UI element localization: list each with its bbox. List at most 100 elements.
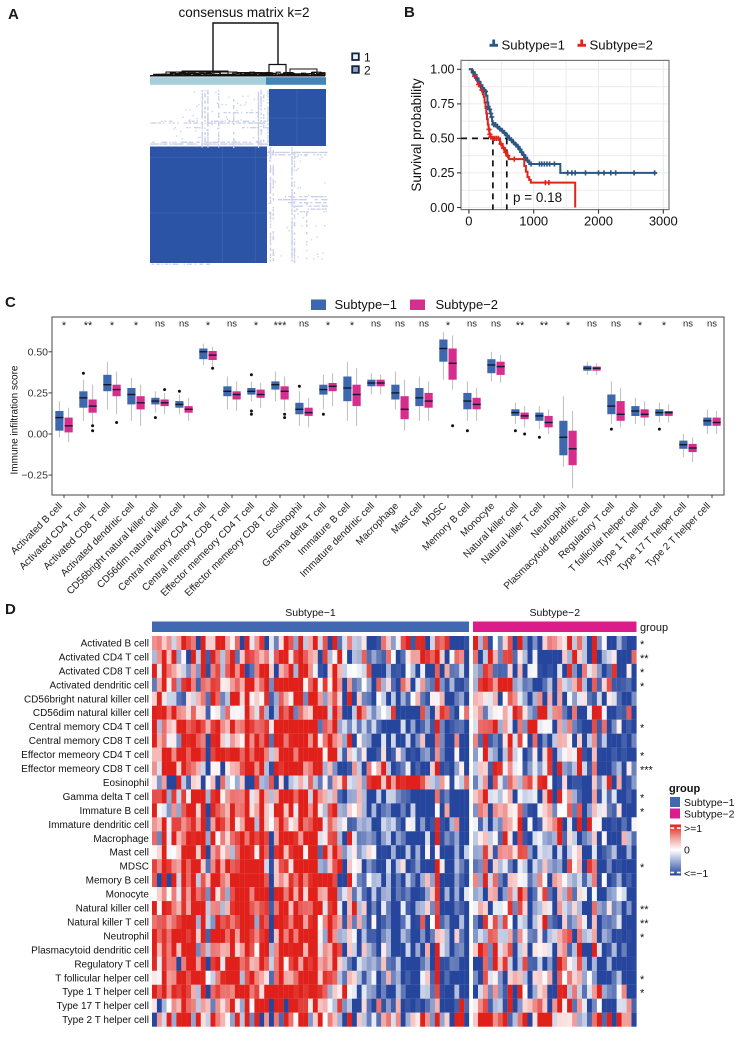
svg-text:*: * bbox=[640, 639, 645, 651]
svg-text:ns: ns bbox=[299, 319, 309, 330]
svg-text:ns: ns bbox=[467, 319, 477, 330]
svg-text:*: * bbox=[566, 320, 571, 332]
svg-text:Activated CD8 T cell: Activated CD8 T cell bbox=[59, 666, 149, 677]
svg-text:group: group bbox=[640, 622, 668, 634]
svg-text:Natural killer cell: Natural killer cell bbox=[76, 904, 149, 915]
svg-text:Effector memeory CD8 T cell: Effector memeory CD8 T cell bbox=[21, 764, 149, 775]
svg-text:ns: ns bbox=[179, 319, 189, 330]
svg-text:*: * bbox=[350, 320, 355, 332]
svg-text:Subtype=2: Subtype=2 bbox=[590, 38, 653, 53]
svg-text:Neutrophil: Neutrophil bbox=[103, 931, 149, 942]
svg-text:Eosinophil: Eosinophil bbox=[103, 778, 149, 789]
svg-text:*: * bbox=[640, 723, 645, 735]
svg-text:Memory B cell: Memory B cell bbox=[86, 876, 149, 887]
svg-text:ns: ns bbox=[611, 319, 621, 330]
svg-text:Central memory CD4 T cell: Central memory CD4 T cell bbox=[29, 722, 149, 733]
svg-text:Survival probability: Survival probability bbox=[409, 78, 424, 192]
svg-text:*: * bbox=[134, 320, 139, 332]
svg-text:*: * bbox=[640, 681, 645, 693]
svg-text:Type 1 T helper cell: Type 1 T helper cell bbox=[62, 987, 149, 998]
svg-text:Subtype−2: Subtype−2 bbox=[684, 809, 735, 821]
svg-text:Plasmacytoid dendritic cell: Plasmacytoid dendritic cell bbox=[31, 945, 149, 956]
svg-text:Immature dendritic cell: Immature dendritic cell bbox=[48, 820, 149, 831]
svg-text:**: ** bbox=[540, 320, 549, 332]
svg-text:**: ** bbox=[84, 320, 93, 332]
svg-text:B: B bbox=[404, 4, 415, 21]
svg-text:consensus matrix k=2: consensus matrix k=2 bbox=[179, 5, 310, 20]
svg-text:*: * bbox=[640, 988, 645, 1000]
svg-text:ns: ns bbox=[155, 319, 165, 330]
svg-text:*: * bbox=[254, 320, 259, 332]
svg-text:0.00: 0.00 bbox=[28, 429, 49, 441]
svg-text:ns: ns bbox=[419, 319, 429, 330]
svg-text:ns: ns bbox=[491, 319, 501, 330]
svg-text:A: A bbox=[8, 6, 19, 23]
svg-text:Central memory CD8 T cell: Central memory CD8 T cell bbox=[29, 736, 149, 747]
svg-text:Activated B cell: Activated B cell bbox=[81, 639, 149, 650]
svg-text:**: ** bbox=[640, 904, 649, 916]
svg-text:Subtype−2: Subtype−2 bbox=[530, 607, 581, 619]
svg-text:0: 0 bbox=[684, 845, 690, 857]
svg-text:Monocyte: Monocyte bbox=[106, 890, 150, 901]
svg-text:*: * bbox=[206, 320, 211, 332]
svg-text:ns: ns bbox=[683, 319, 693, 330]
svg-text:Gamma delta T cell: Gamma delta T cell bbox=[63, 792, 149, 803]
svg-text:Subtype−1: Subtype−1 bbox=[684, 797, 735, 809]
svg-text:2000: 2000 bbox=[584, 214, 613, 229]
svg-text:***: *** bbox=[640, 765, 654, 777]
svg-text:Subtype−2: Subtype−2 bbox=[436, 297, 499, 312]
svg-text:*: * bbox=[640, 932, 645, 944]
svg-text:3000: 3000 bbox=[649, 214, 678, 229]
svg-text:D: D bbox=[5, 601, 16, 618]
svg-text:Subtype−1: Subtype−1 bbox=[335, 297, 398, 312]
svg-text:Immune infiltration score: Immune infiltration score bbox=[10, 365, 21, 474]
svg-text:0.25: 0.25 bbox=[430, 166, 454, 180]
svg-text:1.00: 1.00 bbox=[430, 63, 454, 77]
svg-text:Subtype=1: Subtype=1 bbox=[502, 38, 565, 53]
svg-text:0.50: 0.50 bbox=[430, 132, 454, 146]
svg-text:*: * bbox=[640, 806, 645, 818]
svg-text:Activated dendritic cell: Activated dendritic cell bbox=[50, 680, 150, 691]
svg-text:CD56bright natural killer cell: CD56bright natural killer cell bbox=[24, 694, 149, 705]
svg-text:1000: 1000 bbox=[519, 214, 548, 229]
svg-text:*: * bbox=[640, 667, 645, 679]
svg-text:C: C bbox=[5, 294, 16, 311]
svg-text:0.75: 0.75 bbox=[430, 97, 454, 111]
svg-text:*: * bbox=[640, 862, 645, 874]
svg-text:>=1: >=1 bbox=[684, 823, 702, 835]
svg-text:Regulatory T cell: Regulatory T cell bbox=[74, 959, 149, 970]
svg-text:ns: ns bbox=[395, 319, 405, 330]
svg-text:2: 2 bbox=[364, 63, 371, 77]
svg-text:Immature B cell: Immature B cell bbox=[80, 806, 149, 817]
svg-text:0.00: 0.00 bbox=[430, 201, 454, 215]
svg-text:ns: ns bbox=[227, 319, 237, 330]
svg-text:CD56dim natural killer cell: CD56dim natural killer cell bbox=[33, 708, 149, 719]
svg-text:**: ** bbox=[516, 320, 525, 332]
svg-text:MDSC: MDSC bbox=[120, 862, 149, 873]
svg-text:*: * bbox=[326, 320, 331, 332]
svg-text:0: 0 bbox=[465, 214, 472, 229]
svg-text:Subtype−1: Subtype−1 bbox=[285, 607, 336, 619]
svg-text:−0.25: −0.25 bbox=[21, 470, 48, 482]
svg-text:*: * bbox=[640, 751, 645, 763]
svg-text:*: * bbox=[640, 974, 645, 986]
svg-text:ns: ns bbox=[587, 319, 597, 330]
svg-text:Mast cell: Mast cell bbox=[110, 848, 149, 859]
svg-text:Macrophage: Macrophage bbox=[93, 834, 149, 845]
svg-text:Type 17 T helper cell: Type 17 T helper cell bbox=[57, 1001, 149, 1012]
svg-text:Natural killer T cell: Natural killer T cell bbox=[67, 918, 149, 929]
svg-text:**: ** bbox=[640, 653, 649, 665]
svg-text:1: 1 bbox=[364, 51, 371, 65]
svg-text:Activated CD4 T cell: Activated CD4 T cell bbox=[59, 652, 149, 663]
svg-text:*: * bbox=[110, 320, 115, 332]
svg-text:*: * bbox=[62, 320, 67, 332]
svg-text:**: ** bbox=[640, 918, 649, 930]
svg-text:p = 0.18: p = 0.18 bbox=[513, 190, 562, 205]
svg-text:***: *** bbox=[274, 320, 288, 332]
svg-text:Type 2 T helper cell: Type 2 T helper cell bbox=[62, 1015, 149, 1026]
svg-text:*: * bbox=[638, 320, 643, 332]
svg-text:Effector memeory CD4 T cell: Effector memeory CD4 T cell bbox=[21, 750, 149, 761]
svg-text:0.50: 0.50 bbox=[28, 346, 49, 358]
svg-text:*: * bbox=[640, 792, 645, 804]
svg-text:T follicular helper cell: T follicular helper cell bbox=[55, 973, 149, 984]
